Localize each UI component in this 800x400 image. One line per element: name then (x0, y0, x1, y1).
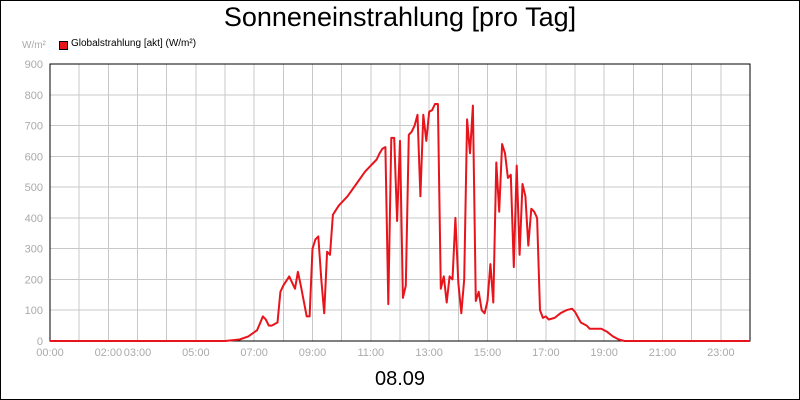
x-tick-label: 09:00 (299, 347, 327, 359)
chart-title: Sonneneinstrahlung [pro Tag] (223, 2, 577, 32)
y-tick-label: 900 (25, 59, 43, 71)
y-tick-label: 600 (25, 151, 43, 163)
x-tick-label: 15:00 (474, 347, 502, 359)
x-tick-label: 11:00 (357, 347, 384, 359)
legend-entry: Globalstrahlung [akt] (W/m²) (71, 38, 197, 49)
x-tick-label: 19:00 (590, 347, 618, 359)
y-tick-label: 500 (25, 182, 43, 194)
legend-swatch-icon (59, 41, 68, 50)
y-tick-label: 300 (25, 244, 43, 256)
x-tick-label: 17:00 (532, 347, 560, 359)
x-tick-label: 02:00 (95, 347, 123, 359)
x-tick-label: 21:00 (649, 347, 677, 359)
x-tick-label: 00:00 (36, 347, 64, 359)
y-tick-label: 400 (25, 213, 43, 225)
y-tick-label: 0 (37, 336, 43, 348)
y-unit-label: W/m² (22, 40, 46, 51)
y-tick-label: 700 (25, 121, 43, 133)
y-tick-label: 100 (25, 305, 43, 317)
series-line-globalstrahlung (50, 103, 750, 342)
y-tick-label: 200 (25, 274, 43, 286)
plot-area-border (49, 63, 751, 342)
x-tick-label: 05:00 (182, 347, 210, 359)
y-tick-label: 800 (25, 90, 43, 102)
x-tick-label: 13:00 (415, 347, 443, 359)
x-tick-label: 23:00 (707, 347, 735, 359)
date-label: 08.09 (374, 368, 426, 390)
x-tick-label: 03:00 (124, 347, 152, 359)
x-tick-label: 07:00 (240, 347, 268, 359)
